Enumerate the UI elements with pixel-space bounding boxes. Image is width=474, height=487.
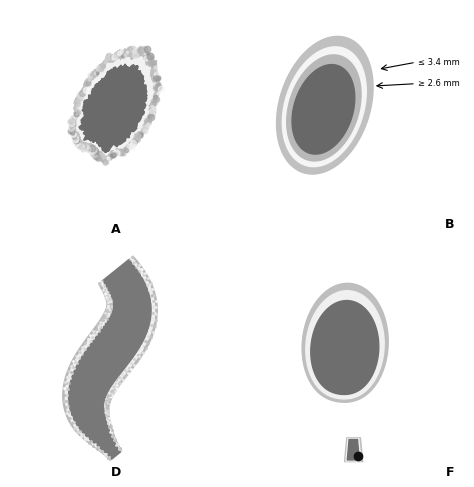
Text: F: F	[446, 467, 455, 480]
Polygon shape	[276, 37, 373, 174]
Text: D: D	[111, 467, 121, 480]
Polygon shape	[346, 438, 361, 461]
Text: B: B	[445, 218, 455, 231]
Polygon shape	[79, 64, 147, 153]
Polygon shape	[283, 47, 366, 167]
Polygon shape	[302, 283, 388, 402]
Polygon shape	[69, 260, 151, 459]
Text: A: A	[111, 223, 121, 236]
Text: ≤ 3.4 mm: ≤ 3.4 mm	[418, 58, 460, 67]
Polygon shape	[63, 256, 157, 460]
Polygon shape	[65, 258, 155, 460]
Polygon shape	[306, 291, 384, 399]
Polygon shape	[76, 57, 154, 155]
Polygon shape	[345, 438, 363, 462]
Polygon shape	[347, 439, 359, 460]
Polygon shape	[70, 46, 162, 163]
Text: ≥ 2.6 mm: ≥ 2.6 mm	[418, 79, 460, 88]
Polygon shape	[311, 300, 379, 394]
Polygon shape	[287, 55, 361, 161]
Polygon shape	[292, 65, 355, 154]
